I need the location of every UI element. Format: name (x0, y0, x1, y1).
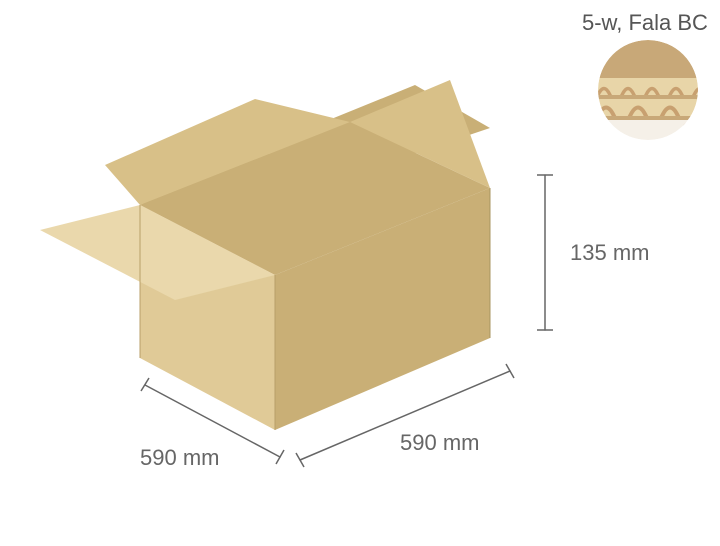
height-label: 135 mm (570, 240, 649, 266)
corrugated-cross-section (598, 40, 698, 140)
depth-label: 590 mm (400, 430, 479, 456)
corrugated-type-label: 5-w, Fala BC (582, 10, 708, 36)
diagram-container: 135 mm 590 mm 590 mm 5-w, Fala BC (0, 0, 720, 546)
width-label: 590 mm (140, 445, 219, 471)
